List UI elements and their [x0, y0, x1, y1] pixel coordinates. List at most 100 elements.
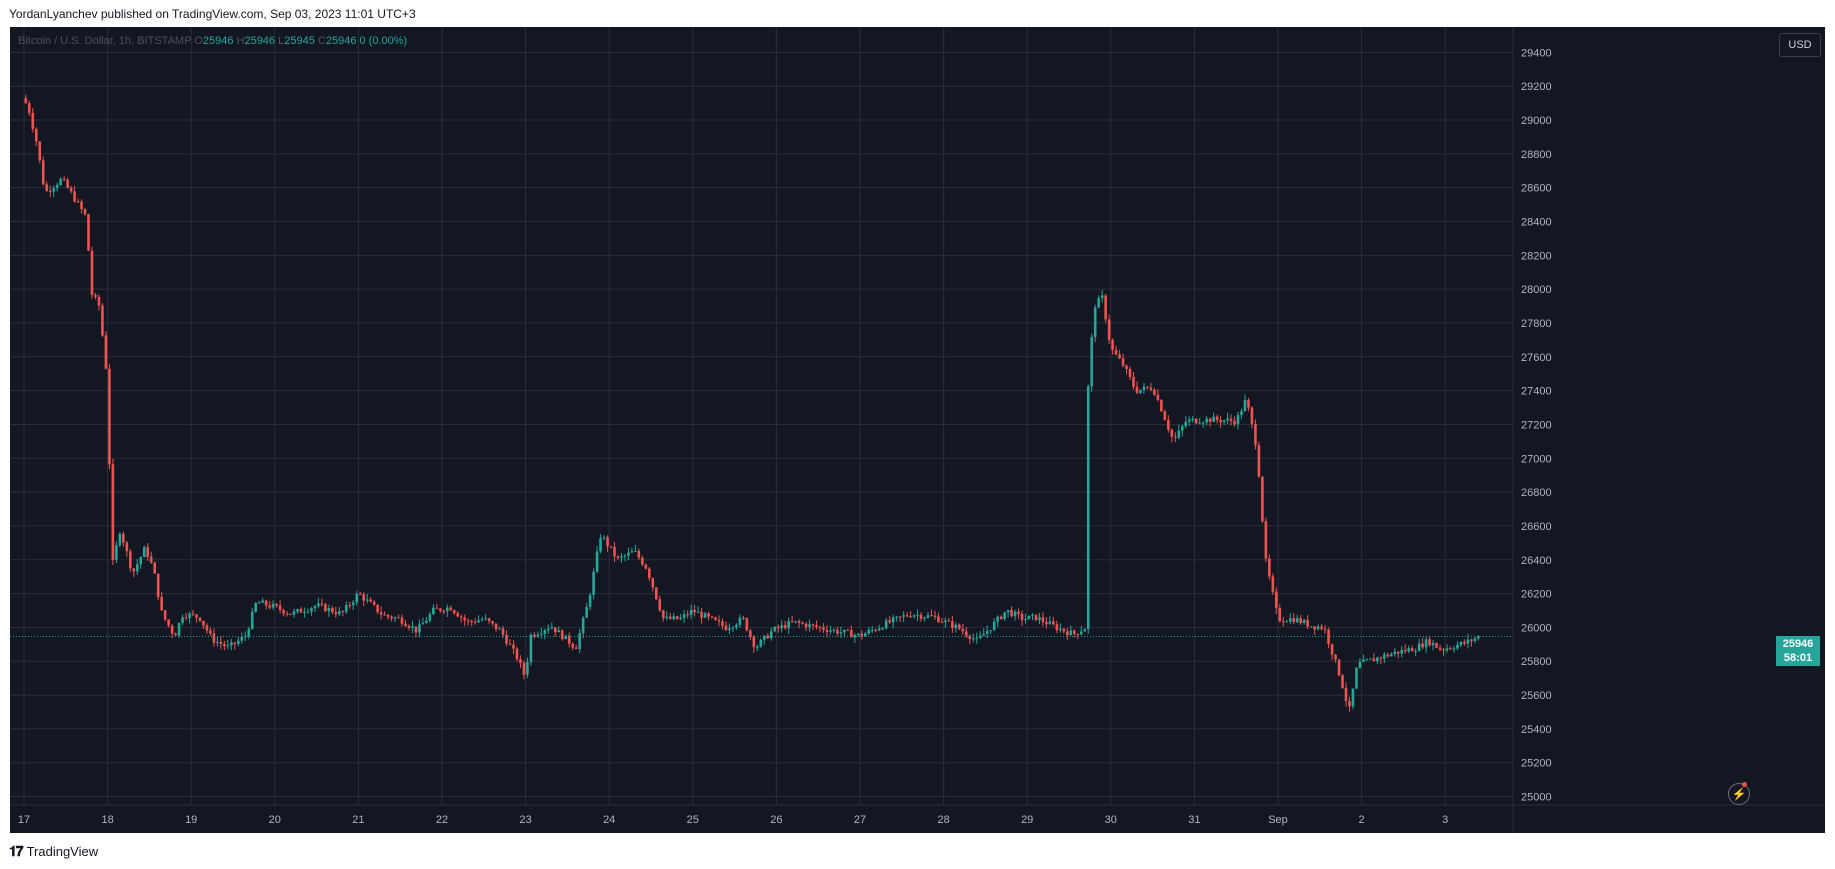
candle-bull: [1180, 426, 1184, 431]
candle-bear: [463, 617, 467, 621]
candle-bull: [1093, 307, 1097, 337]
candle-bull: [1031, 614, 1034, 616]
chart-area[interactable]: [10, 27, 1825, 833]
candle-bear: [1257, 445, 1261, 477]
candle-bull: [1452, 648, 1456, 650]
candle-bear: [153, 562, 156, 574]
candle-bear: [1111, 339, 1114, 350]
candle-bear: [749, 630, 752, 637]
candle-bull: [432, 607, 435, 615]
candle-bull: [338, 611, 341, 615]
x-tick-label: 23: [519, 814, 531, 826]
candle-bear: [947, 620, 951, 622]
candle-bull: [1424, 639, 1428, 648]
candle-bull: [393, 617, 397, 619]
candle-bull: [327, 608, 331, 612]
candle-bear: [1410, 648, 1414, 652]
candle-bull: [794, 621, 797, 623]
candle-bull: [672, 616, 676, 619]
candle-bear: [198, 617, 202, 621]
candle-bear: [609, 546, 613, 548]
candle-bear: [108, 368, 111, 465]
candle-bull: [303, 612, 306, 614]
candle-bull: [477, 620, 480, 623]
candle-bull: [550, 627, 554, 629]
y-tick-label: 28800: [1521, 149, 1552, 161]
candle-bear: [494, 623, 498, 630]
y-tick-label: 25000: [1521, 792, 1552, 804]
candle-bear: [1072, 630, 1076, 634]
candle-bull: [902, 615, 905, 617]
legend-high-label: H: [236, 35, 245, 47]
candle-bear: [822, 627, 825, 630]
candle-bear: [87, 214, 90, 251]
candle-bear: [675, 616, 679, 620]
candle-bull: [1226, 418, 1229, 421]
x-tick-label: 29: [1021, 814, 1033, 826]
currency-button[interactable]: USD: [1779, 33, 1821, 57]
candle-bear: [289, 613, 292, 615]
candle-bear: [1396, 651, 1400, 654]
candle-bull: [418, 624, 421, 633]
candle-bear: [613, 546, 616, 557]
candle-bear: [1292, 618, 1296, 623]
candle-bull: [623, 555, 627, 557]
candle-bear: [264, 600, 268, 606]
x-tick-label: 26: [770, 814, 782, 826]
candle-bull: [1355, 668, 1358, 689]
candle-bull: [832, 629, 836, 631]
candle-bear: [362, 594, 365, 601]
candle-bull: [296, 609, 299, 612]
candle-bear: [1271, 576, 1275, 592]
candle-bull: [557, 630, 561, 633]
candle-bull: [620, 556, 623, 558]
candle-bear: [968, 635, 972, 640]
candle-bull: [261, 600, 264, 603]
candle-bull: [1024, 619, 1027, 621]
candle-bull: [257, 602, 261, 604]
candle-bear: [644, 564, 648, 569]
candle-bear: [1337, 659, 1341, 676]
candle-bear: [1254, 424, 1257, 446]
candle-bear: [379, 612, 383, 615]
footer-brand[interactable]: 𝟏𝟕 TradingView: [9, 843, 98, 860]
candle-bull: [310, 608, 313, 612]
candle-bull: [592, 571, 595, 595]
candle-bear: [341, 611, 345, 613]
candle-bear: [466, 620, 470, 622]
candle-bull: [411, 626, 414, 628]
candle-bear: [487, 618, 491, 622]
candle-bear: [905, 615, 909, 617]
candle-bear: [1278, 608, 1282, 622]
candle-bear: [400, 617, 404, 624]
candle-bull: [247, 628, 251, 637]
candle-bull: [1184, 421, 1188, 427]
candle-bear: [80, 201, 83, 210]
candle-bull: [1351, 688, 1355, 707]
candle-bull: [916, 614, 919, 616]
candle-bear: [1167, 420, 1170, 430]
candle-bull: [1236, 415, 1240, 425]
legend-close: 25946: [325, 35, 357, 47]
x-tick-label: 21: [352, 814, 364, 826]
candle-bear: [34, 128, 38, 142]
candle-bull: [1383, 654, 1386, 659]
candle-bear: [407, 626, 411, 628]
candle-bear: [202, 620, 205, 626]
candle-bull: [769, 631, 773, 639]
candle-bull: [1177, 430, 1181, 438]
lightning-icon[interactable]: ⚡: [1728, 783, 1750, 805]
candle-bull: [665, 616, 669, 619]
candle-bear: [937, 616, 940, 622]
price-chart[interactable]: 25000 25200 25400 25600 25800 26000 26200 26400…: [10, 27, 1825, 833]
candle-bull: [954, 624, 958, 629]
candle-bull: [1090, 336, 1094, 387]
candle-bull: [236, 640, 240, 644]
candle-bear: [850, 630, 853, 638]
candle-bull: [602, 537, 606, 539]
candle-bear: [1233, 420, 1236, 425]
candle-bear: [1107, 319, 1111, 340]
candle-bear: [1215, 416, 1219, 420]
candle-bull: [425, 620, 428, 624]
x-tick-label: 27: [854, 814, 866, 826]
